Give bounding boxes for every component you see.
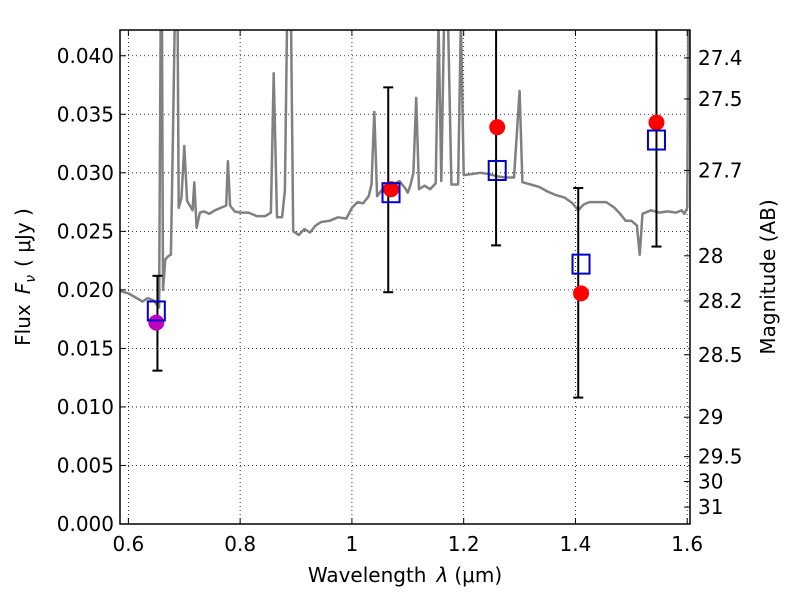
observed-flux-point [648,114,665,131]
y-tick-label: 0.010 [57,395,114,419]
magnitude-tick-label: 27.4 [698,46,743,70]
model-spectrum-line [120,30,690,309]
observed-flux-point [489,119,506,136]
magnitude-tick-label: 27.5 [698,87,743,111]
x-axis-title-prefix: Wavelength [308,563,427,587]
model-flux-square [571,253,591,275]
y-tick-label: 0.020 [57,278,114,302]
y-tick-label: 0.000 [57,512,114,536]
magnitude-tick-label: 29.5 [698,445,743,469]
y-tick-label: 0.040 [57,44,114,68]
dropout-point [148,314,165,331]
magnitude-tick-label: 30 [698,469,723,493]
plot-background [120,30,690,524]
x-axis-title-unit: (μm) [454,563,502,587]
y-tick-label: 0.025 [57,219,114,243]
magnitude-axis-title: Magnitude (AB) [756,199,780,354]
y-axis-title-subscript: ν [23,275,39,283]
x-tick-label: 0.6 [112,532,144,556]
x-tick-label: 1 [346,532,359,556]
x-axis-title: Wavelength λ (μm) [308,563,502,587]
magnitude-tick-label: 27.7 [698,158,743,182]
plot-area [120,30,690,399]
magnitude-tick-label: 28.5 [698,343,743,367]
magnitude-tick-label: 28 [698,244,723,268]
y-tick-label: 0.005 [57,453,114,477]
model-flux-square [146,300,166,322]
model-flux-square [646,129,666,151]
x-tick-label: 1.2 [448,532,480,556]
y-axis-title-symbol: F [11,282,35,294]
x-tick-label: 1.4 [560,532,592,556]
x-tick-label: 1.6 [671,532,703,556]
magnitude-tick-label: 28.2 [698,289,743,313]
axis-ticks: 0.6 0.8 1 1.2 1.4 1.6 0.000 0.005 0.010 0.015 0.02… [57,30,743,556]
observed-flux-point [573,285,590,302]
y-axis-title-prefix: Flux [11,304,35,346]
model-flux-square [487,159,507,181]
y-axis-title: Flux Fν ( μJy ) [11,208,39,346]
y-tick-label: 0.030 [57,161,114,185]
model-flux-square [381,182,401,204]
y-axis-title-unit: ( μJy ) [11,208,35,267]
magnitude-tick-label: 31 [698,495,723,519]
magnitude-tick-label: 29 [698,405,723,429]
y-tick-label: 0.035 [57,102,114,126]
plot-frame [119,29,691,525]
x-axis-title-symbol: λ [436,563,449,587]
y-tick-label: 0.015 [57,336,114,360]
x-tick-label: 0.8 [224,532,256,556]
